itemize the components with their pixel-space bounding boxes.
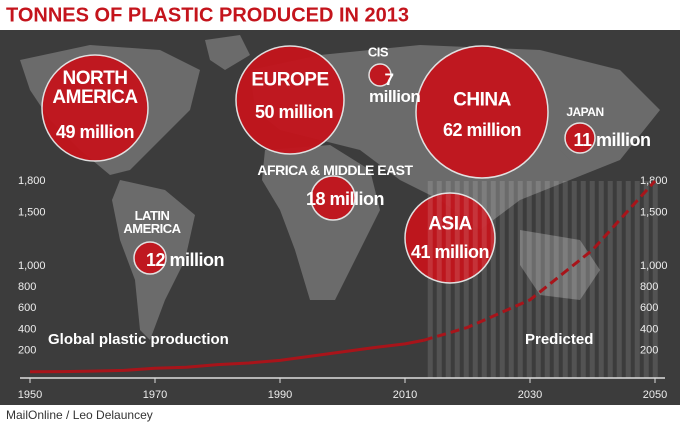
prediction-stripe [436, 181, 442, 378]
prediction-stripe [607, 181, 613, 378]
prediction-stripe [652, 181, 658, 378]
y-tick-label: 1,800 [18, 175, 46, 187]
bubble [235, 45, 345, 155]
value-label: 12 million [145, 250, 225, 270]
value-label: 62 million [442, 120, 522, 140]
prediction-stripe [580, 181, 586, 378]
y-tick-label: 200 [18, 345, 36, 357]
prediction-stripe [499, 181, 505, 378]
series-label: Global plastic production [48, 331, 229, 348]
y-tick-label: 1,000 [18, 260, 46, 272]
x-tick-label: 2010 [393, 389, 417, 401]
y-tick-label: 800 [18, 281, 36, 293]
region-label: CHINA [453, 89, 511, 111]
prediction-stripe [526, 181, 532, 378]
region-label: NORTH AMERICA [52, 68, 138, 108]
region-label: AFRICA & MIDDLE EAST [257, 162, 413, 178]
region-label: JAPAN [566, 105, 604, 119]
bubble [133, 241, 167, 275]
series-label: Predicted [525, 331, 593, 348]
prediction-stripe [472, 181, 478, 378]
region-label: EUROPE [251, 69, 329, 91]
x-tick-label: 2050 [643, 389, 667, 401]
y-tick-label: 800 [640, 281, 658, 293]
prediction-stripe [535, 181, 541, 378]
x-tick-label: 1970 [143, 389, 167, 401]
region-label: LATIN AMERICA [123, 208, 181, 236]
credit: MailOnline / Leo Delauncey [6, 408, 153, 422]
prediction-stripe [427, 181, 433, 378]
prediction-stripe [643, 181, 649, 378]
prediction-stripe [508, 181, 514, 378]
prediction-stripe [517, 181, 523, 378]
prediction-stripe [445, 181, 451, 378]
prediction-stripe [562, 181, 568, 378]
value-label: 49 million [55, 122, 135, 142]
prediction-stripe [544, 181, 550, 378]
bubble [415, 45, 549, 179]
prediction-stripe [481, 181, 487, 378]
value-label: 18 million [305, 189, 385, 209]
y-tick-label: 1,500 [640, 207, 668, 219]
y-tick-label: 1,500 [18, 207, 46, 219]
bubble [564, 122, 596, 154]
prediction-stripe [463, 181, 469, 378]
bubble [310, 175, 356, 221]
prediction-stripe [598, 181, 604, 378]
prediction-stripe [454, 181, 460, 378]
region-label: ASIA [428, 213, 472, 235]
y-tick-label: 1,000 [640, 260, 668, 272]
value-label: 41 million [410, 242, 490, 262]
chart-title: TONNES OF PLASTIC PRODUCED IN 2013 [6, 4, 409, 26]
prediction-stripe [634, 181, 640, 378]
series-line [423, 179, 657, 342]
y-tick-label: 400 [640, 323, 658, 335]
prediction-stripe [571, 181, 577, 378]
bubble [404, 192, 496, 284]
value-label: 11 million [573, 130, 651, 150]
series-line [29, 338, 425, 374]
y-tick-label: 200 [640, 345, 658, 357]
y-tick-label: 600 [640, 302, 658, 314]
value-label: 50 million [254, 102, 334, 122]
prediction-stripe [616, 181, 622, 378]
prediction-stripe [490, 181, 496, 378]
y-tick-label: 600 [18, 302, 36, 314]
prediction-stripe [589, 181, 595, 378]
x-tick-label: 2030 [518, 389, 542, 401]
value-label: 7 million [369, 70, 421, 106]
x-tick-label: 1990 [268, 389, 292, 401]
prediction-stripe [625, 181, 631, 378]
y-tick-label: 400 [18, 323, 36, 335]
x-tick-label: 1950 [18, 389, 42, 401]
bubble [41, 54, 149, 162]
region-label: CIS [367, 44, 389, 60]
bubble [368, 63, 392, 87]
